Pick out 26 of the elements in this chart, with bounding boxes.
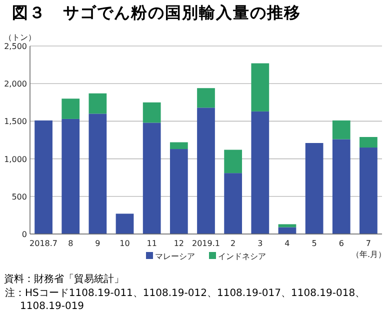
- text: 注：HSコード1108.19-011、1108.19-012、1108.19-017、1108.19-018、1108.19-019: [4, 287, 366, 313]
- x-tick-label: 5: [312, 239, 317, 248]
- x-tick-label: 9: [95, 239, 100, 248]
- x-tick-label: 12: [174, 239, 184, 248]
- x-tick-label: 7: [366, 239, 372, 248]
- x-tick-label: 10: [120, 239, 130, 248]
- x-tick-label: 3: [258, 239, 263, 248]
- text: 資料：財務省「貿易統計」: [3, 273, 125, 286]
- legend-label: マレーシア: [155, 252, 195, 261]
- y-axis-title: （トン）: [4, 33, 36, 42]
- x-tick-label: 2: [230, 239, 236, 248]
- y-tick-label: 2,500: [4, 42, 27, 51]
- x-tick-label: 4: [284, 239, 290, 248]
- x-tick-label: 2018.7: [30, 239, 58, 248]
- x-tick-label: 6: [338, 239, 344, 248]
- y-tick-label: 500: [12, 192, 27, 202]
- y-tick-label: 2,000: [4, 80, 27, 89]
- x-tick-label: 2019.1: [192, 239, 220, 248]
- y-tick-label: 1,000: [4, 154, 27, 164]
- y-tick-label: 1,500: [4, 117, 27, 126]
- y-tick-label: 0: [22, 230, 27, 239]
- x-tick-label: 11: [146, 239, 157, 248]
- chart-title: 図３ サゴでん粉の国別輸入量の推移: [11, 2, 302, 24]
- x-axis-title: （年.月）: [351, 250, 386, 259]
- x-tick-label: 8: [68, 239, 74, 248]
- legend-label: インドネシア: [218, 252, 266, 261]
